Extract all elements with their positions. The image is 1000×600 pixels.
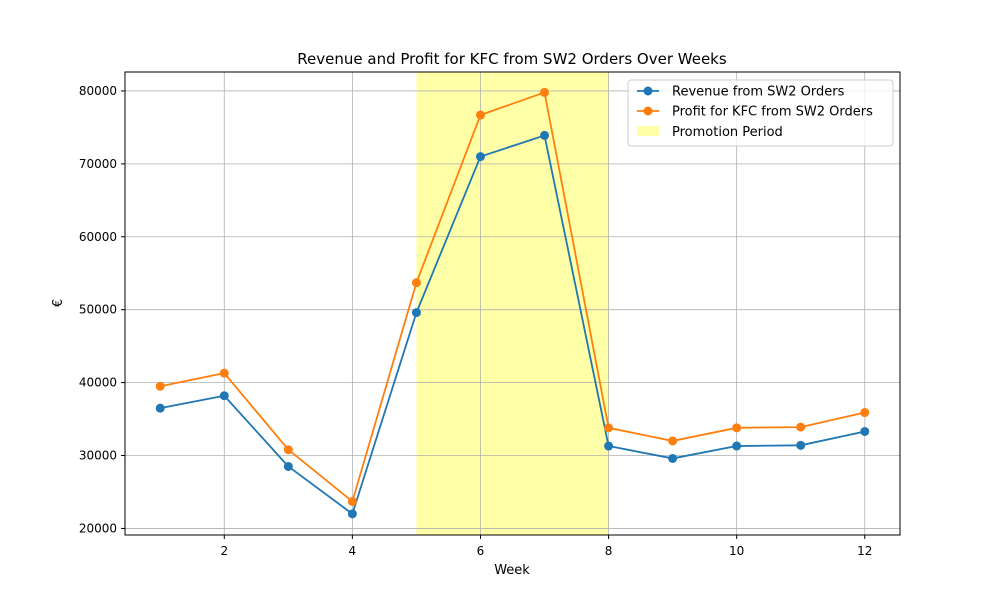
revenue-point — [411, 308, 421, 318]
y-tick-label: 60000 — [79, 230, 117, 244]
chart-title: Revenue and Profit for KFC from SW2 Orde… — [297, 50, 727, 68]
plot-area — [124, 71, 901, 536]
legend: Revenue from SW2 Orders Profit for KFC f… — [627, 79, 894, 147]
profit-point — [347, 496, 357, 506]
revenue-series-line — [160, 134, 865, 515]
y-axis: 20000 30000 40000 50000 60000 70000 80000 — [79, 84, 125, 535]
x-tick-label: 4 — [349, 544, 357, 558]
profit-point — [475, 110, 485, 120]
legend-promotion-label: Promotion Period — [672, 125, 783, 140]
x-axis: 2 4 6 8 10 12 — [220, 535, 872, 558]
x-tick-label: 10 — [729, 544, 744, 558]
legend-profit-label: Profit for KFC from SW2 Orders — [672, 105, 873, 120]
profit-point — [540, 87, 550, 97]
revenue-point — [347, 509, 357, 519]
revenue-point — [796, 440, 806, 450]
revenue-point — [155, 403, 165, 413]
revenue-point — [540, 130, 550, 140]
profit-point — [796, 422, 806, 432]
profit-point — [668, 436, 678, 446]
profit-point — [732, 423, 742, 433]
profit-point — [604, 423, 614, 433]
revenue-point — [604, 441, 614, 451]
revenue-point — [475, 152, 485, 162]
x-tick-label: 6 — [477, 544, 485, 558]
y-tick-label: 70000 — [79, 157, 117, 171]
revenue-point — [668, 453, 678, 463]
revenue-point — [860, 426, 870, 436]
x-tick-label: 2 — [220, 544, 228, 558]
legend-revenue-marker — [643, 86, 653, 96]
legend-box — [627, 79, 894, 147]
promotion-period-region — [416, 72, 609, 535]
x-axis-label: Week — [494, 563, 530, 578]
legend-revenue-label: Revenue from SW2 Orders — [672, 85, 845, 100]
revenue-point — [283, 461, 293, 471]
series-layer — [155, 87, 870, 519]
legend-promotion-swatch — [637, 126, 659, 136]
y-tick-label: 50000 — [79, 303, 117, 317]
profit-point — [155, 381, 165, 391]
y-tick-label: 80000 — [79, 84, 117, 98]
x-tick-label: 8 — [605, 544, 613, 558]
plot-frame — [124, 71, 901, 536]
revenue-point — [732, 441, 742, 451]
profit-point — [219, 368, 229, 378]
profit-point — [411, 278, 421, 288]
profit-series-line — [160, 91, 865, 503]
y-tick-label: 40000 — [79, 376, 117, 390]
y-axis-label: € — [51, 299, 66, 307]
y-tick-label: 20000 — [79, 521, 117, 535]
revenue-point — [219, 391, 229, 401]
x-tick-label: 12 — [857, 544, 872, 558]
profit-point — [283, 445, 293, 455]
grid-layer — [125, 72, 900, 535]
y-tick-label: 30000 — [79, 449, 117, 463]
profit-point — [860, 408, 870, 418]
promotion-period-layer — [416, 72, 609, 535]
legend-profit-marker — [643, 106, 653, 116]
